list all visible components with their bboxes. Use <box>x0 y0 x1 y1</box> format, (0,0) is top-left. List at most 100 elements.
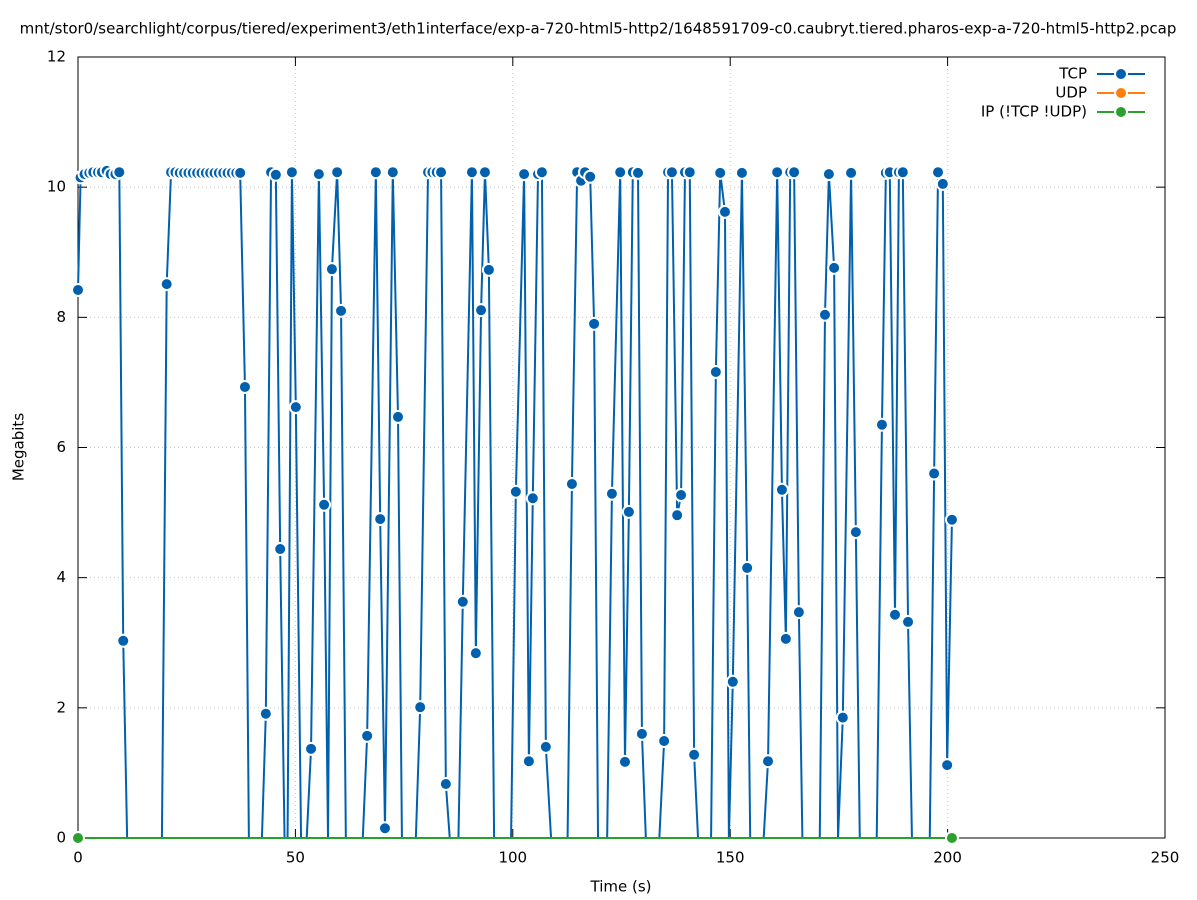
data-point <box>311 167 326 182</box>
data-point <box>517 167 532 182</box>
data-point <box>116 633 131 648</box>
data-point <box>268 167 283 182</box>
data-point <box>935 176 950 191</box>
data-point <box>874 417 889 432</box>
data-point <box>927 466 942 481</box>
data-point <box>538 739 553 754</box>
data-point <box>360 728 375 743</box>
data-point <box>159 277 174 292</box>
data-point <box>887 607 902 622</box>
data-point <box>664 165 679 180</box>
legend-label: UDP <box>1055 84 1087 102</box>
legend-marker <box>1114 105 1128 119</box>
series-line <box>77 169 953 839</box>
data-point <box>385 165 400 180</box>
x-tick-label: 200 <box>933 849 962 867</box>
legend-label: IP (!TCP !UDP) <box>981 103 1087 121</box>
data-point <box>770 165 785 180</box>
legend-label: TCP <box>1058 65 1087 83</box>
data-point <box>413 700 428 715</box>
data-point <box>237 379 252 394</box>
y-tick-label: 2 <box>56 698 66 716</box>
data-point <box>931 165 946 180</box>
y-tick-label: 0 <box>56 829 66 847</box>
data-point <box>901 614 916 629</box>
data-point <box>761 754 776 769</box>
data-point <box>468 646 483 661</box>
x-tick-label: 100 <box>498 849 527 867</box>
y-tick-label: 10 <box>47 178 66 196</box>
data-point <box>827 260 842 275</box>
x-tick-label: 250 <box>1151 849 1180 867</box>
y-tick-label: 12 <box>47 48 66 66</box>
data-point <box>534 165 549 180</box>
data-point <box>521 754 536 769</box>
data-point <box>71 282 85 297</box>
chart-title: mnt/stor0/searchlight/corpus/tiered/expe… <box>20 20 1177 38</box>
data-point <box>112 165 127 180</box>
data-point <box>613 165 628 180</box>
data-point <box>455 594 470 609</box>
data-point <box>682 165 697 180</box>
data-point <box>233 165 248 180</box>
data-point <box>708 365 723 380</box>
y-tick-label: 8 <box>56 308 66 326</box>
data-point <box>481 262 496 277</box>
data-point <box>774 482 789 497</box>
data-point <box>258 706 273 721</box>
x-tick-label: 150 <box>716 849 745 867</box>
data-point <box>273 542 288 557</box>
data-point <box>740 560 755 575</box>
data-point <box>621 504 636 519</box>
data-point <box>284 165 299 180</box>
x-tick-label: 0 <box>73 849 83 867</box>
data-point <box>791 605 806 620</box>
data-point <box>324 262 339 277</box>
data-point <box>713 165 728 180</box>
y-tick-label: 4 <box>56 568 66 586</box>
data-point <box>304 741 319 756</box>
data-point <box>334 303 349 318</box>
data-point <box>583 169 598 184</box>
data-point <box>687 747 702 762</box>
data-point <box>657 734 672 749</box>
data-point <box>373 512 388 527</box>
data-point <box>940 758 955 773</box>
data-point <box>464 165 479 180</box>
data-point <box>587 316 602 331</box>
y-axis-label: Megabits <box>10 413 28 481</box>
data-point <box>717 204 732 219</box>
data-point <box>734 165 749 180</box>
legend-marker <box>1114 86 1128 100</box>
data-point <box>817 307 832 322</box>
data-point <box>631 165 646 180</box>
data-point <box>944 831 959 845</box>
data-point <box>434 165 449 180</box>
data-point <box>778 631 793 646</box>
data-point <box>835 710 850 725</box>
data-point <box>391 409 406 424</box>
data-point <box>944 512 959 527</box>
data-point <box>377 821 392 836</box>
data-point <box>895 165 910 180</box>
data-point <box>670 508 685 523</box>
data-point <box>674 488 689 503</box>
data-point <box>725 674 740 689</box>
data-point <box>71 831 85 845</box>
x-tick-label: 50 <box>286 849 305 867</box>
data-point <box>330 165 345 180</box>
data-point <box>848 525 863 540</box>
legend-marker <box>1114 67 1128 81</box>
data-point <box>604 486 619 501</box>
data-point <box>821 167 836 182</box>
data-point <box>317 497 332 512</box>
data-point <box>368 165 383 180</box>
data-point <box>288 400 303 415</box>
x-axis-label: Time (s) <box>590 878 652 896</box>
y-tick-label: 6 <box>56 438 66 456</box>
data-point <box>508 484 523 499</box>
data-point <box>844 165 859 180</box>
data-point <box>474 303 489 318</box>
data-point <box>438 776 453 791</box>
